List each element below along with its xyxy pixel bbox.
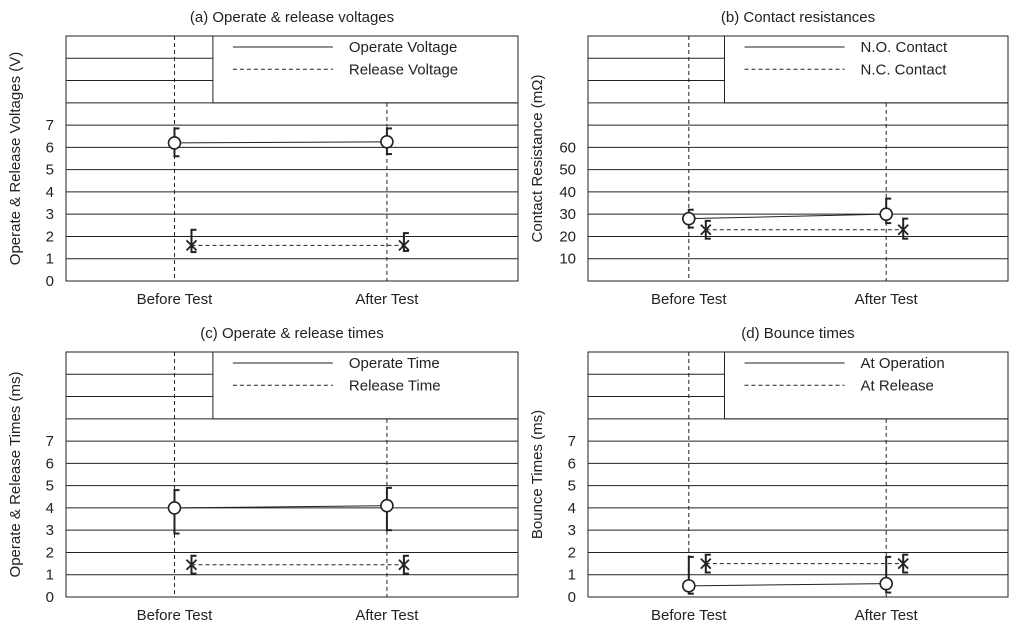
data-point-x (897, 557, 909, 570)
y-tick-label: 3 (568, 522, 576, 539)
series-1 (185, 228, 410, 254)
series-line (174, 141, 387, 144)
y-tick-label: 2 (568, 544, 576, 561)
data-point-x (700, 224, 712, 236)
data-point-circle (167, 136, 182, 150)
legend-label: N.O. Contact (861, 39, 949, 56)
y-tick-label: 7 (46, 433, 54, 450)
y-tick-label: 30 (559, 206, 576, 223)
series-0 (681, 555, 894, 595)
chart-title: (d) Bounce times (741, 325, 854, 342)
y-axis-label: Bounce Times (ms) (529, 410, 546, 539)
y-tick-label: 5 (46, 162, 54, 179)
legend: Operate Voltage Release Voltage (212, 35, 519, 104)
data-point-circle (879, 576, 894, 591)
x-tick-label: Before Test (137, 607, 213, 624)
legend-label: N.C. Contact (861, 61, 948, 78)
legend-label: At Release (861, 377, 934, 394)
legend-label: Operate Voltage (349, 39, 457, 56)
x-tick-label: Before Test (137, 291, 213, 308)
x-tick-label: After Test (355, 291, 419, 308)
y-tick-label: 60 (559, 139, 576, 156)
series-0 (681, 197, 894, 229)
data-point-x (398, 559, 410, 571)
x-tick-label: After Test (355, 607, 419, 624)
y-tick-label: 7 (568, 433, 576, 450)
y-tick-label: 7 (46, 117, 54, 134)
series-1 (700, 553, 909, 574)
chart-title: (b) Contact resistances (721, 9, 875, 26)
legend-label: At Operation (861, 355, 945, 372)
y-tick-label: 4 (46, 500, 54, 517)
y-tick-label: 0 (46, 589, 54, 606)
legend: At Operation At Release (724, 351, 1009, 420)
series-line (174, 505, 387, 509)
x-tick-label: After Test (855, 607, 919, 624)
x-tick-label: After Test (855, 291, 919, 308)
series-line (688, 583, 887, 587)
y-tick-label: 4 (46, 184, 54, 201)
y-tick-label: 2 (46, 544, 54, 561)
y-tick-label: 5 (568, 478, 576, 495)
chart-title: (a) Operate & release voltages (190, 9, 394, 26)
chart-panel-2: 0 1 2 3 4 5 6 7 Before Test After Test (c) Operate… (7, 325, 519, 624)
series-line (688, 213, 887, 220)
data-point-x (897, 224, 909, 236)
y-tick-label: 10 (559, 251, 576, 268)
data-point-x (398, 239, 410, 252)
legend-label: Release Time (349, 377, 441, 394)
legend-label: Release Voltage (349, 61, 458, 78)
data-point-circle (681, 579, 696, 593)
y-tick-label: 6 (46, 139, 54, 156)
y-tick-label: 2 (46, 228, 54, 245)
y-tick-label: 6 (568, 455, 576, 472)
y-tick-label: 1 (568, 567, 576, 584)
data-point-circle (167, 501, 182, 515)
legend: Operate Time Release Time (212, 351, 519, 420)
y-tick-label: 1 (46, 251, 54, 268)
y-tick-label: 40 (559, 184, 576, 201)
data-point-x (185, 559, 198, 571)
data-point-x (700, 557, 712, 570)
y-tick-label: 6 (46, 455, 54, 472)
chart-panel-1: 10 20 30 40 50 60 Before Test After Test (b) Con… (529, 9, 1009, 308)
y-axis-label: Contact Resistance (mΩ) (529, 75, 546, 243)
data-point-x (185, 239, 198, 252)
y-tick-label: 3 (46, 206, 54, 223)
legend: N.O. Contact N.C. Contact (724, 35, 1009, 104)
data-point-circle (681, 211, 696, 226)
chart-panel-0: 0 1 2 3 4 5 6 7 Before Test After Test (a) Operate… (7, 9, 519, 308)
y-tick-label: 20 (559, 228, 576, 245)
chart-title: (c) Operate & release times (200, 325, 383, 342)
y-axis-label: Operate & Release Times (ms) (7, 372, 24, 578)
series-0 (167, 486, 394, 535)
series-1 (700, 217, 909, 240)
x-tick-label: Before Test (651, 607, 727, 624)
y-tick-label: 5 (46, 478, 54, 495)
data-point-circle (879, 207, 894, 221)
x-tick-label: Before Test (651, 291, 727, 308)
y-tick-label: 4 (568, 500, 576, 517)
data-point-circle (380, 134, 394, 149)
series-0 (167, 127, 394, 158)
y-tick-label: 0 (568, 589, 576, 606)
data-point-circle (380, 498, 394, 513)
series-1 (185, 554, 410, 575)
y-axis-label: Operate & Release Voltages (V) (7, 52, 24, 265)
y-tick-label: 0 (46, 273, 54, 290)
chart-panel-3: 0 1 2 3 4 5 6 7 Before Test After Test (d) Bounce … (529, 325, 1009, 624)
y-tick-label: 50 (559, 162, 576, 179)
y-tick-label: 1 (46, 567, 54, 584)
legend-label: Operate Time (349, 355, 440, 372)
y-tick-label: 3 (46, 522, 54, 539)
